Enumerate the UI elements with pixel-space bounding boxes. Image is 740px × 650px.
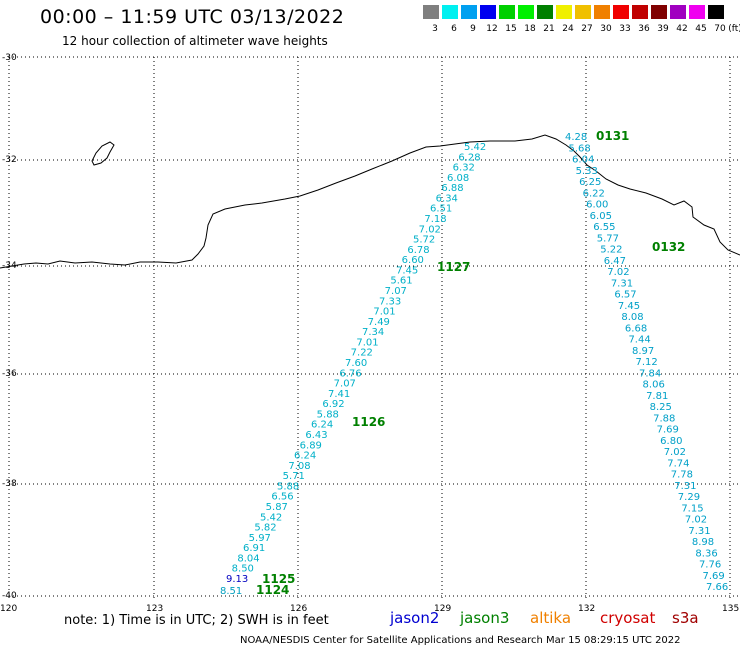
australia-coastline (0, 135, 740, 268)
pass-time-label: 1126 (352, 415, 385, 429)
wave-height-value: 7.76 (699, 560, 721, 571)
wave-height-value: 8.51 (220, 586, 242, 597)
wave-height-value: 7.69 (657, 425, 679, 436)
wave-height-value: 7.81 (646, 391, 668, 402)
track-a-labels: 5.426.286.326.086.886.346.517.187.025.72… (220, 129, 685, 597)
wave-height-value: 7.84 (639, 368, 661, 379)
lon-label: 135 (722, 604, 739, 614)
wave-height-value: 7.31 (674, 481, 696, 492)
wave-height-value: 5.77 (597, 233, 619, 244)
wave-height-value: 4.28 (565, 132, 587, 143)
lon-label: 132 (578, 604, 595, 614)
wave-height-value: 8.25 (650, 402, 672, 413)
pass-time-label: 1127 (437, 260, 470, 274)
kangaroo-island (92, 142, 114, 165)
wave-height-value: 7.02 (685, 515, 707, 526)
wave-height-value: 7.02 (664, 447, 686, 458)
wave-height-value: 6.55 (593, 222, 615, 233)
track-c-labels: 4.285.686.045.336.256.226.006.056.555.77… (565, 132, 728, 593)
wave-height-value: 8.08 (621, 312, 643, 323)
lat-label: -40 (2, 591, 17, 601)
wave-height-value: 6.47 (604, 256, 626, 267)
lon-label: 120 (0, 604, 17, 614)
legend-s3a: s3a (672, 609, 699, 627)
lat-label: -34 (2, 261, 17, 271)
wave-height-value: 6.00 (586, 200, 608, 211)
pass-time-label: 0131 (596, 129, 629, 143)
lat-label: -30 (2, 53, 17, 63)
wave-height-value: 7.31 (688, 526, 710, 537)
wave-height-value: 7.31 (611, 278, 633, 289)
wave-height-value: 5.33 (576, 166, 598, 177)
wave-height-value: 8.06 (643, 380, 665, 391)
wave-height-value: 6.04 (572, 155, 594, 166)
pass-time-label: 1124 (256, 583, 289, 597)
wave-height-value: 6.68 (625, 323, 647, 334)
footnote: note: 1) Time is in UTC; 2) SWH is in fe… (64, 613, 329, 628)
wave-height-value: 7.88 (653, 413, 675, 424)
wave-height-value: 8.98 (692, 537, 714, 548)
wave-height-value: 7.74 (667, 458, 689, 469)
wave-height-value: 7.15 (681, 503, 703, 514)
lat-label: -38 (2, 479, 17, 489)
wave-height-value: 5.22 (600, 245, 622, 256)
legend-altika: altika (530, 609, 571, 627)
pass-time-label: 0132 (652, 240, 685, 254)
wave-height-value: 7.69 (702, 571, 724, 582)
wave-height-value: 7.12 (636, 357, 658, 368)
wave-height-value: 7.78 (671, 470, 693, 481)
wave-height-value: 7.66 (706, 582, 728, 593)
wave-height-value: 9.13 (226, 574, 248, 585)
wave-height-value: 7.29 (678, 492, 700, 503)
lat-label: -36 (2, 369, 17, 379)
legend-jason2: jason2 (390, 609, 439, 627)
wave-height-value: 6.57 (614, 290, 636, 301)
wave-height-value: 8.97 (632, 346, 654, 357)
lat-label: -32 (2, 155, 17, 165)
wave-height-value: 6.80 (660, 436, 682, 447)
wave-height-value: 5.68 (569, 143, 591, 154)
credit-line: NOAA/NESDIS Center for Satellite Applica… (240, 635, 681, 646)
wave-height-value: 6.25 (579, 177, 601, 188)
wave-height-value: 7.02 (607, 267, 629, 278)
legend-cryosat: cryosat (600, 609, 655, 627)
wave-height-value: 7.45 (618, 301, 640, 312)
wave-height-value: 7.44 (628, 335, 650, 346)
wave-height-value: 6.05 (590, 211, 612, 222)
wave-height-value: 6.22 (583, 188, 605, 199)
wave-height-value: 8.36 (695, 548, 717, 559)
legend-jason3: jason3 (460, 609, 509, 627)
